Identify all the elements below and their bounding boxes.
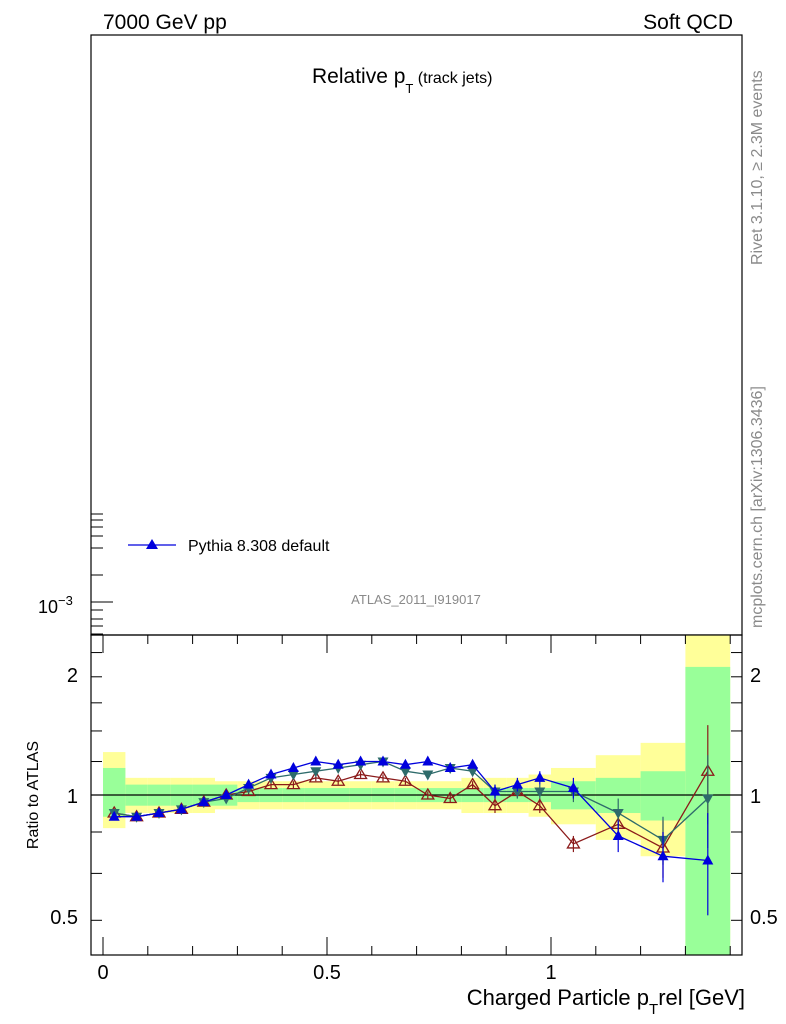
main-plot-title-sub: T bbox=[405, 81, 413, 96]
main-y-tick-exp: −3 bbox=[58, 593, 73, 608]
ratio-point bbox=[420, 787, 435, 800]
side-text-rivet: Rivet 3.1.10, ≥ 2.3M events bbox=[749, 70, 766, 265]
ratio-point bbox=[377, 755, 389, 766]
ratio-point bbox=[265, 768, 277, 779]
ratio-ytick-left: 2 bbox=[67, 665, 78, 687]
ratio-point bbox=[422, 770, 434, 781]
ratio-point bbox=[331, 773, 346, 786]
ratio-point bbox=[443, 791, 458, 804]
ratio-series bbox=[107, 725, 715, 916]
ratio-point bbox=[241, 784, 256, 797]
ratio-xlabel: Charged Particle pTrel [GeV] bbox=[467, 985, 745, 1018]
side-text-mcplots: mcplots.cern.ch [arXiv:1306.3436] bbox=[749, 386, 766, 628]
ratio-xlabel-sub: T bbox=[649, 1001, 658, 1018]
ratio-point bbox=[287, 770, 299, 781]
ratio-point bbox=[612, 829, 624, 840]
ratio-point bbox=[612, 809, 624, 820]
ratio-point bbox=[532, 798, 547, 811]
main-plot-title: Relative pT (track jets) bbox=[312, 65, 492, 96]
ratio-point bbox=[399, 767, 411, 778]
ratio-point bbox=[398, 773, 413, 786]
analysis-watermark: ATLAS_2011_I919017 bbox=[351, 592, 481, 607]
ratio-point bbox=[465, 777, 480, 790]
header-right: Soft QCD bbox=[643, 11, 733, 34]
header-left: 7000 GeV pp bbox=[103, 11, 227, 34]
ratio-point bbox=[286, 777, 301, 790]
ratio-point bbox=[702, 794, 714, 805]
ratio-ytick-left: 0.5 bbox=[50, 907, 78, 929]
main-y-ticks bbox=[91, 513, 113, 635]
ratio-point bbox=[422, 755, 434, 766]
ratio-point bbox=[511, 787, 523, 798]
ratio-point bbox=[243, 778, 255, 789]
main-plot-title-suffix: (track jets) bbox=[413, 70, 492, 87]
ratio-point bbox=[220, 789, 232, 799]
ratio-point bbox=[153, 807, 165, 818]
ratio-point bbox=[332, 758, 344, 769]
ratio-point bbox=[657, 850, 669, 861]
ratio-xlabel-suffix: rel [GeV] bbox=[658, 985, 745, 1010]
main-y-tick-label: 10−3 bbox=[38, 593, 73, 617]
main-plot-title-text: Relative p bbox=[312, 65, 405, 88]
ratio-point bbox=[175, 803, 187, 814]
ratio-point bbox=[355, 755, 367, 766]
legend-marker bbox=[146, 539, 158, 549]
ratio-point bbox=[308, 770, 323, 783]
ratio-xlabel-text: Charged Particle p bbox=[467, 985, 649, 1010]
ratio-point bbox=[131, 810, 143, 821]
ratio-point bbox=[467, 767, 479, 778]
ratio-ytick-left: 1 bbox=[67, 786, 78, 808]
ratio-point bbox=[108, 810, 120, 821]
ratio-band-green bbox=[640, 771, 686, 821]
ratio-ytick-right: 2 bbox=[750, 665, 761, 687]
ratio-point bbox=[375, 770, 391, 783]
main-y-tick-base: 10 bbox=[38, 597, 58, 617]
ratio-xtick: 0 bbox=[97, 962, 108, 984]
legend: Pythia 8.308 default bbox=[128, 538, 330, 555]
ratio-point bbox=[310, 755, 322, 766]
ratio-panel bbox=[90, 634, 743, 956]
ratio-ylabel: Ratio to ATLAS bbox=[25, 741, 42, 849]
ratio-point bbox=[353, 767, 368, 780]
ratio-ytick-right: 1 bbox=[750, 786, 761, 808]
ratio-xtick: 0.5 bbox=[313, 962, 341, 984]
ratio-point bbox=[487, 798, 503, 811]
ratio-point bbox=[534, 787, 546, 798]
ratio-point bbox=[198, 796, 210, 807]
ratio-point bbox=[287, 761, 299, 772]
ratio-series-0 bbox=[108, 755, 714, 916]
ratio-point bbox=[310, 767, 322, 778]
ratio-point bbox=[702, 854, 714, 865]
ratio-point bbox=[399, 758, 411, 769]
ratio-point bbox=[566, 836, 581, 849]
ratio-point bbox=[467, 758, 479, 769]
legend-label: Pythia 8.308 default bbox=[188, 538, 330, 555]
ratio-point bbox=[444, 761, 456, 772]
ratio-point bbox=[263, 777, 279, 790]
ratio-point bbox=[534, 771, 546, 782]
ratio-point bbox=[489, 785, 501, 796]
ratio-plot-frame bbox=[90, 634, 743, 956]
ratio-point bbox=[511, 778, 523, 789]
ratio-ytick-right: 0.5 bbox=[750, 907, 778, 929]
ratio-point bbox=[567, 782, 579, 793]
ratio-band-green bbox=[103, 767, 126, 817]
ratio-xtick: 1 bbox=[545, 962, 556, 984]
